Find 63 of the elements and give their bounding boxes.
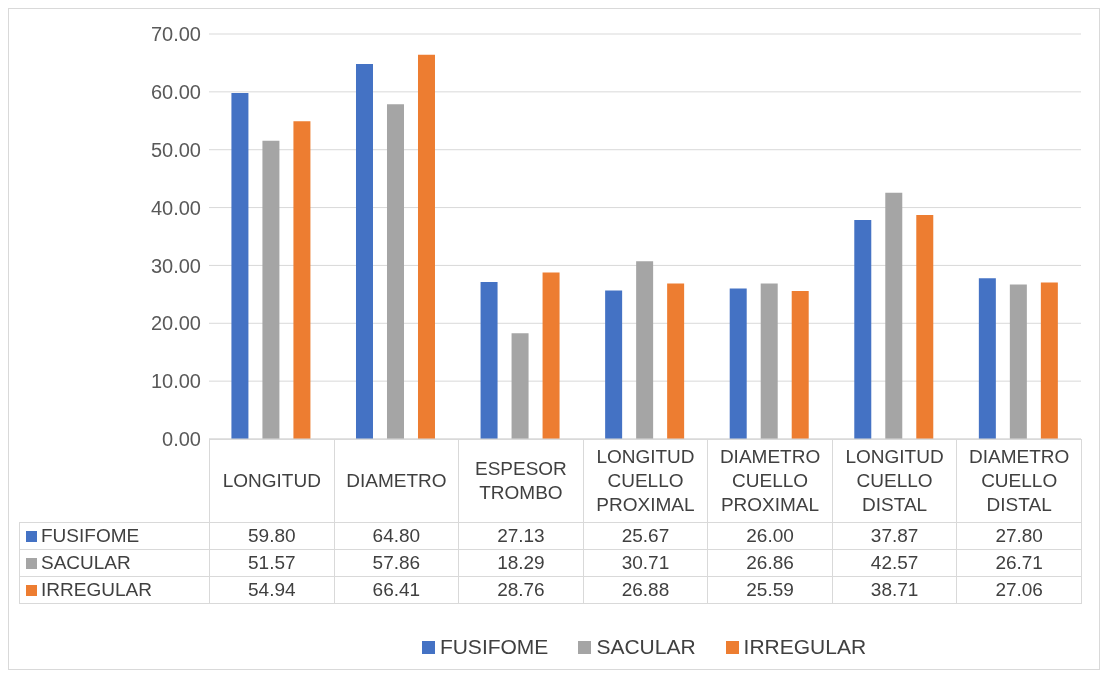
data-label: 26.00 bbox=[707, 522, 833, 550]
y-tick-label: 30.00 bbox=[150, 254, 201, 277]
y-tick-label: 0.00 bbox=[162, 428, 201, 451]
x-tick-label: DIAMETRO CUELLO PROXIMAL bbox=[707, 439, 833, 523]
data-label: 18.29 bbox=[458, 549, 584, 577]
y-tick-label: 70.00 bbox=[150, 23, 201, 46]
bar bbox=[760, 283, 778, 439]
x-tick-label: ESPESOR TROMBO bbox=[458, 439, 584, 523]
data-label: 27.13 bbox=[458, 522, 584, 550]
text: IRREGULAR bbox=[41, 579, 152, 600]
x-tick-label: LONGITUD CUELLO DISTAL bbox=[832, 439, 957, 523]
data-label: 26.86 bbox=[707, 549, 833, 577]
data-label: 28.76 bbox=[458, 576, 584, 604]
bar bbox=[978, 278, 996, 439]
data-label: 42.57 bbox=[832, 549, 957, 577]
data-label: 25.67 bbox=[583, 522, 708, 550]
bar bbox=[480, 282, 498, 439]
bar bbox=[542, 272, 560, 439]
data-label: 54.94 bbox=[209, 576, 335, 604]
bar bbox=[605, 290, 623, 439]
data-label: 64.80 bbox=[334, 522, 459, 550]
bar bbox=[262, 140, 280, 439]
x-tick-label: LONGITUD CUELLO PROXIMAL bbox=[583, 439, 708, 523]
text: SACULAR bbox=[596, 635, 696, 658]
text: FUSIFOME bbox=[439, 635, 549, 658]
bar bbox=[293, 121, 311, 439]
bar bbox=[667, 283, 685, 439]
data-label: 26.88 bbox=[583, 576, 708, 604]
data-label: 38.71 bbox=[832, 576, 957, 604]
bar bbox=[885, 192, 903, 439]
x-tick-label: DIAMETRO bbox=[334, 439, 459, 523]
legend-label: FUSIFOME bbox=[19, 522, 210, 550]
data-label: 27.06 bbox=[956, 576, 1082, 604]
x-tick-label: LONGITUD bbox=[209, 439, 335, 523]
bar bbox=[916, 215, 934, 439]
bar bbox=[854, 219, 872, 439]
y-tick-label: 20.00 bbox=[150, 312, 201, 335]
legend-label: IRREGULAR bbox=[742, 635, 867, 659]
x-tick-label: DIAMETRO CUELLO DISTAL bbox=[956, 439, 1082, 523]
bar bbox=[1040, 282, 1058, 439]
bar bbox=[791, 290, 809, 439]
data-label: 25.59 bbox=[707, 576, 833, 604]
data-label: 27.80 bbox=[956, 522, 1082, 550]
data-label: 59.80 bbox=[209, 522, 335, 550]
data-label: 51.57 bbox=[209, 549, 335, 577]
bar bbox=[636, 261, 654, 439]
y-tick-label: 40.00 bbox=[150, 196, 201, 219]
y-tick-label: 10.00 bbox=[150, 370, 201, 393]
bar bbox=[231, 93, 249, 439]
y-tick-label: 50.00 bbox=[150, 138, 201, 161]
y-tick-label: 60.00 bbox=[150, 80, 201, 103]
data-label: 30.71 bbox=[583, 549, 708, 577]
bar bbox=[355, 64, 373, 439]
bar bbox=[386, 104, 404, 439]
legend-label: SACULAR bbox=[19, 549, 210, 577]
bar bbox=[729, 288, 747, 439]
data-label: 37.87 bbox=[832, 522, 957, 550]
data-label: 26.71 bbox=[956, 549, 1082, 577]
data-label: 66.41 bbox=[334, 576, 459, 604]
bar bbox=[511, 333, 529, 439]
bar bbox=[417, 54, 435, 439]
bar bbox=[1009, 284, 1027, 439]
data-label: 57.86 bbox=[334, 549, 459, 577]
